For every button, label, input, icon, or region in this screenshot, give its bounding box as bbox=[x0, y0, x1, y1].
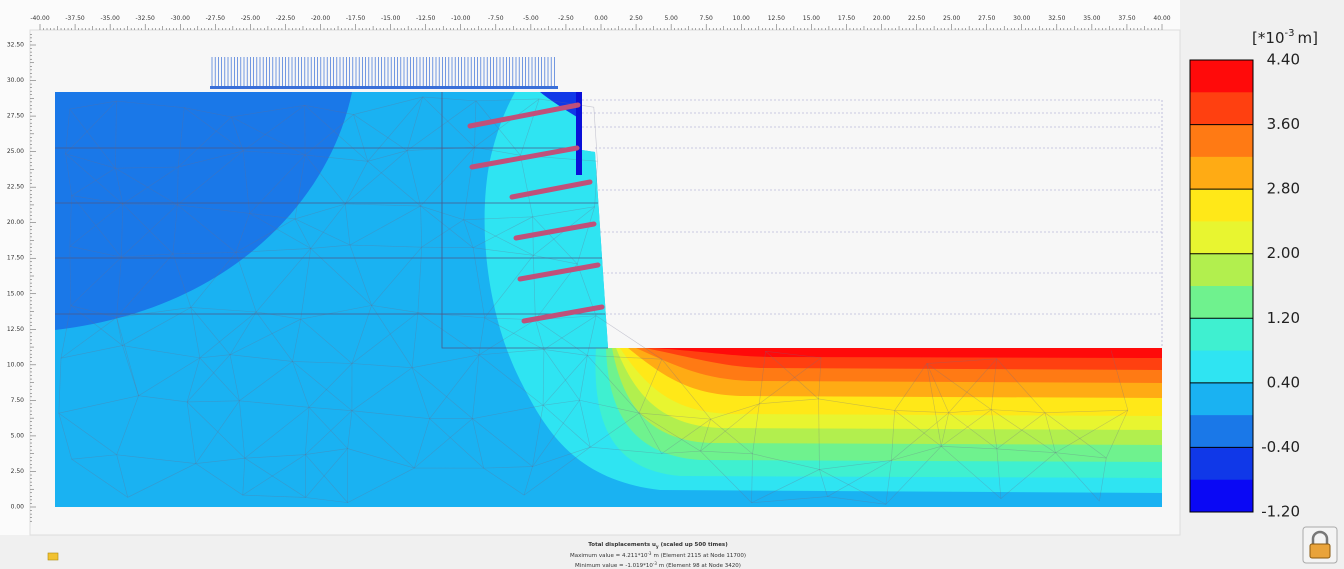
caption: Total displacements uy(scaled up 500 tim… bbox=[570, 542, 746, 569]
color-band bbox=[1190, 125, 1253, 158]
color-band bbox=[1190, 447, 1253, 480]
x-ruler-label: 20.00 bbox=[873, 15, 890, 22]
min-exponent: -3 bbox=[653, 561, 657, 566]
unit-suffix: m] bbox=[1297, 29, 1317, 47]
caption-min: Minimum value = -1.019*10-3m (Element 98… bbox=[575, 561, 741, 569]
color-band bbox=[1190, 351, 1253, 384]
unit-prefix: [*10 bbox=[1252, 29, 1284, 47]
x-ruler-label: 7.50 bbox=[700, 15, 714, 22]
y-ruler-label: 25.00 bbox=[7, 148, 24, 155]
plaxis-output: -40.00-37.50-35.00-32.50-30.00-27.50-25.… bbox=[0, 0, 1344, 569]
x-ruler-label: -20.00 bbox=[311, 15, 331, 22]
legend-label: 1.20 bbox=[1267, 309, 1300, 327]
unit-exponent: -3 bbox=[1285, 28, 1295, 39]
x-ruler-label: -32.50 bbox=[136, 15, 156, 22]
max-exponent: -3 bbox=[647, 551, 651, 556]
page: -40.00-37.50-35.00-32.50-30.00-27.50-25.… bbox=[0, 0, 1344, 569]
y-ruler-label: 12.50 bbox=[7, 326, 24, 333]
x-ruler-label: 35.00 bbox=[1083, 15, 1100, 22]
x-ruler-label: -30.00 bbox=[171, 15, 191, 22]
status-icon[interactable] bbox=[48, 553, 58, 560]
x-ruler-label: 40.00 bbox=[1153, 15, 1170, 22]
color-band bbox=[1190, 318, 1253, 351]
y-ruler-label: 27.50 bbox=[7, 113, 24, 120]
color-band bbox=[1190, 480, 1253, 513]
x-ruler-label: 25.00 bbox=[943, 15, 960, 22]
max-suffix: m (Element 2115 at Node 11700) bbox=[653, 553, 746, 559]
y-ruler-label: 10.00 bbox=[7, 361, 24, 368]
caption-subscript: y bbox=[656, 544, 659, 549]
color-band bbox=[1190, 383, 1253, 416]
x-ruler-label: 30.00 bbox=[1013, 15, 1030, 22]
color-band bbox=[1190, 189, 1253, 222]
legend-label: 4.40 bbox=[1267, 51, 1300, 69]
x-ruler-label: -12.50 bbox=[416, 15, 436, 22]
x-ruler-label: -10.00 bbox=[451, 15, 471, 22]
x-ruler-label: -40.00 bbox=[30, 15, 50, 22]
min-suffix: m (Element 98 at Node 3420) bbox=[659, 563, 741, 569]
x-ruler-label: 0.00 bbox=[594, 15, 608, 22]
x-ruler-label: 17.50 bbox=[838, 15, 855, 22]
color-band bbox=[1190, 157, 1253, 190]
x-ruler-label: 32.50 bbox=[1048, 15, 1065, 22]
lock-body bbox=[1310, 544, 1330, 558]
x-ruler-label: -35.00 bbox=[100, 15, 120, 22]
x-ruler-label: 10.00 bbox=[733, 15, 750, 22]
caption-title-suffix: (scaled up 500 times) bbox=[661, 542, 729, 548]
caption-title-text: Total displacements u bbox=[588, 542, 656, 548]
x-ruler-label: 37.50 bbox=[1118, 15, 1135, 22]
y-ruler bbox=[0, 30, 30, 535]
legend-label: 0.40 bbox=[1267, 373, 1300, 391]
y-ruler-label: 17.50 bbox=[7, 255, 24, 262]
color-band bbox=[1190, 60, 1253, 93]
y-ruler-label: 32.50 bbox=[7, 42, 24, 49]
x-ruler-label: -17.50 bbox=[346, 15, 366, 22]
y-ruler-label: 15.00 bbox=[7, 290, 24, 297]
x-ruler-label: 2.50 bbox=[629, 15, 643, 22]
x-ruler-label: -25.00 bbox=[241, 15, 261, 22]
y-ruler-label: 0.00 bbox=[11, 504, 25, 511]
color-band bbox=[1190, 286, 1253, 319]
x-ruler-label: -37.50 bbox=[65, 15, 85, 22]
y-ruler-label: 22.50 bbox=[7, 184, 24, 191]
x-ruler-label: -7.50 bbox=[488, 15, 504, 22]
caption-title: Total displacements uy(scaled up 500 tim… bbox=[588, 542, 728, 549]
x-ruler-label: -5.00 bbox=[523, 15, 539, 22]
color-band bbox=[1190, 221, 1253, 254]
legend-label: 2.80 bbox=[1267, 180, 1300, 198]
x-ruler-label: -2.50 bbox=[558, 15, 574, 22]
y-ruler-label: 7.50 bbox=[11, 397, 25, 404]
min-prefix: Minimum value = -1.019*10 bbox=[575, 563, 653, 569]
lock-button[interactable] bbox=[1303, 527, 1337, 563]
y-ruler-label: 20.00 bbox=[7, 219, 24, 226]
x-ruler-label: 12.50 bbox=[768, 15, 785, 22]
y-ruler-label: 2.50 bbox=[11, 468, 25, 475]
legend-label: -1.20 bbox=[1261, 503, 1300, 521]
color-band bbox=[1190, 92, 1253, 125]
x-ruler-label: 22.50 bbox=[908, 15, 925, 22]
x-ruler-label: 15.00 bbox=[803, 15, 820, 22]
color-band bbox=[1190, 254, 1253, 287]
y-ruler-label: 5.00 bbox=[11, 432, 25, 439]
x-ruler-label: 27.50 bbox=[978, 15, 995, 22]
color-band bbox=[1190, 415, 1253, 448]
legend-label: 3.60 bbox=[1267, 115, 1300, 133]
x-ruler-label: 5.00 bbox=[664, 15, 678, 22]
x-ruler-label: -22.50 bbox=[276, 15, 296, 22]
y-ruler-label: 30.00 bbox=[7, 77, 24, 84]
x-ruler-label: -27.50 bbox=[206, 15, 226, 22]
max-prefix: Maximum value = 4.211*10 bbox=[570, 553, 648, 559]
legend-label: 2.00 bbox=[1267, 244, 1300, 262]
load-base bbox=[210, 86, 558, 89]
legend-label: -0.40 bbox=[1261, 438, 1300, 456]
x-ruler-label: -15.00 bbox=[381, 15, 401, 22]
